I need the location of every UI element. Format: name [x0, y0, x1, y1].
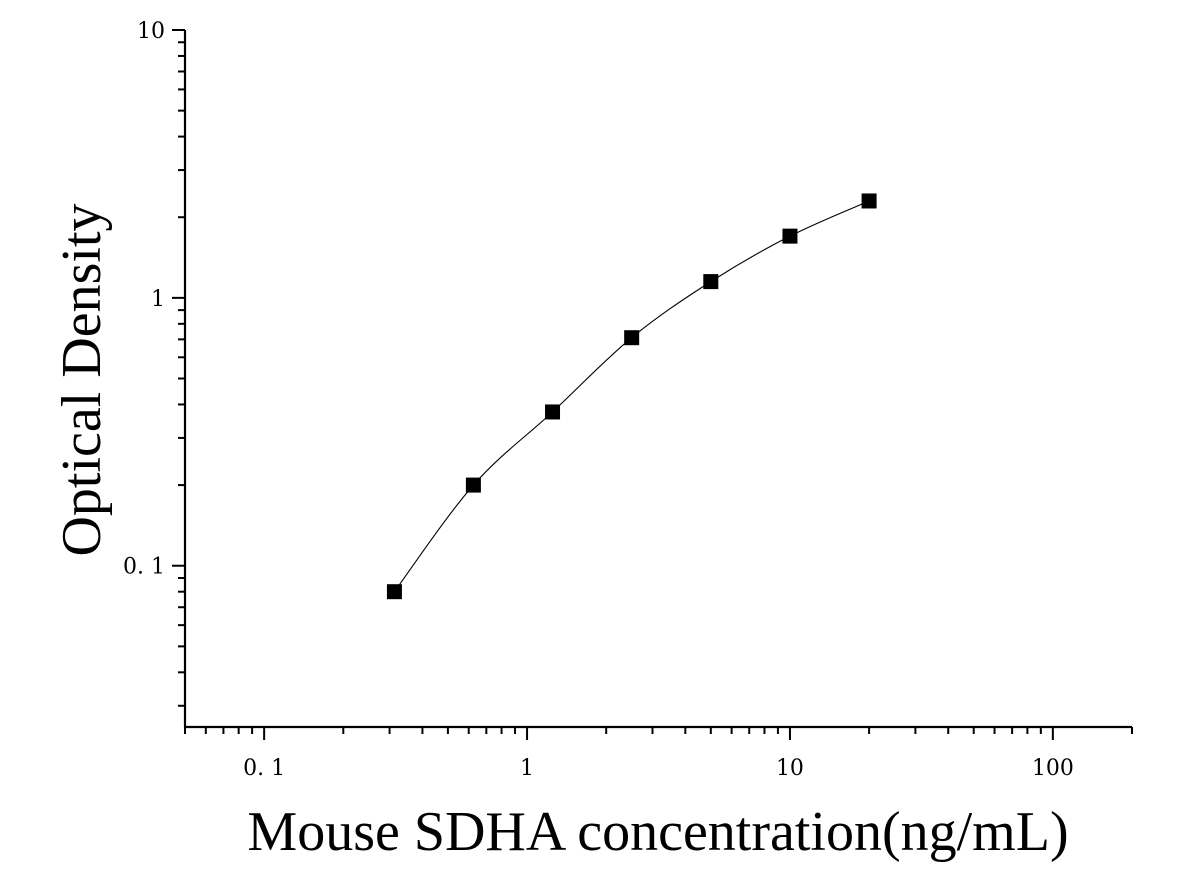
data-point — [782, 228, 798, 244]
x-tick-label: 0. 1 — [243, 756, 285, 781]
data-point — [861, 193, 877, 209]
x-tick-label: 10 — [776, 756, 804, 781]
data-point — [386, 584, 402, 600]
y-tick-label: 10 — [137, 19, 165, 44]
y-tick-label: 0. 1 — [123, 555, 165, 580]
data-point — [465, 477, 481, 493]
data-point — [624, 330, 640, 346]
x-tick-label: 1 — [520, 756, 534, 781]
y-tick-label: 1 — [151, 287, 165, 312]
x-axis-title: Mouse SDHA concentration(ng/mL) — [247, 801, 1068, 863]
data-points — [386, 193, 877, 600]
data-point — [703, 274, 719, 290]
axes — [183, 30, 1132, 729]
ticks — [172, 29, 1133, 740]
x-tick-label: 100 — [1032, 756, 1074, 781]
fit-curve — [393, 200, 870, 593]
tick-labels: 0. 1 1 10 100 0. 1 1 10 — [123, 19, 1074, 781]
data-point — [545, 404, 561, 420]
y-axis-title: Optical Density — [51, 203, 113, 556]
